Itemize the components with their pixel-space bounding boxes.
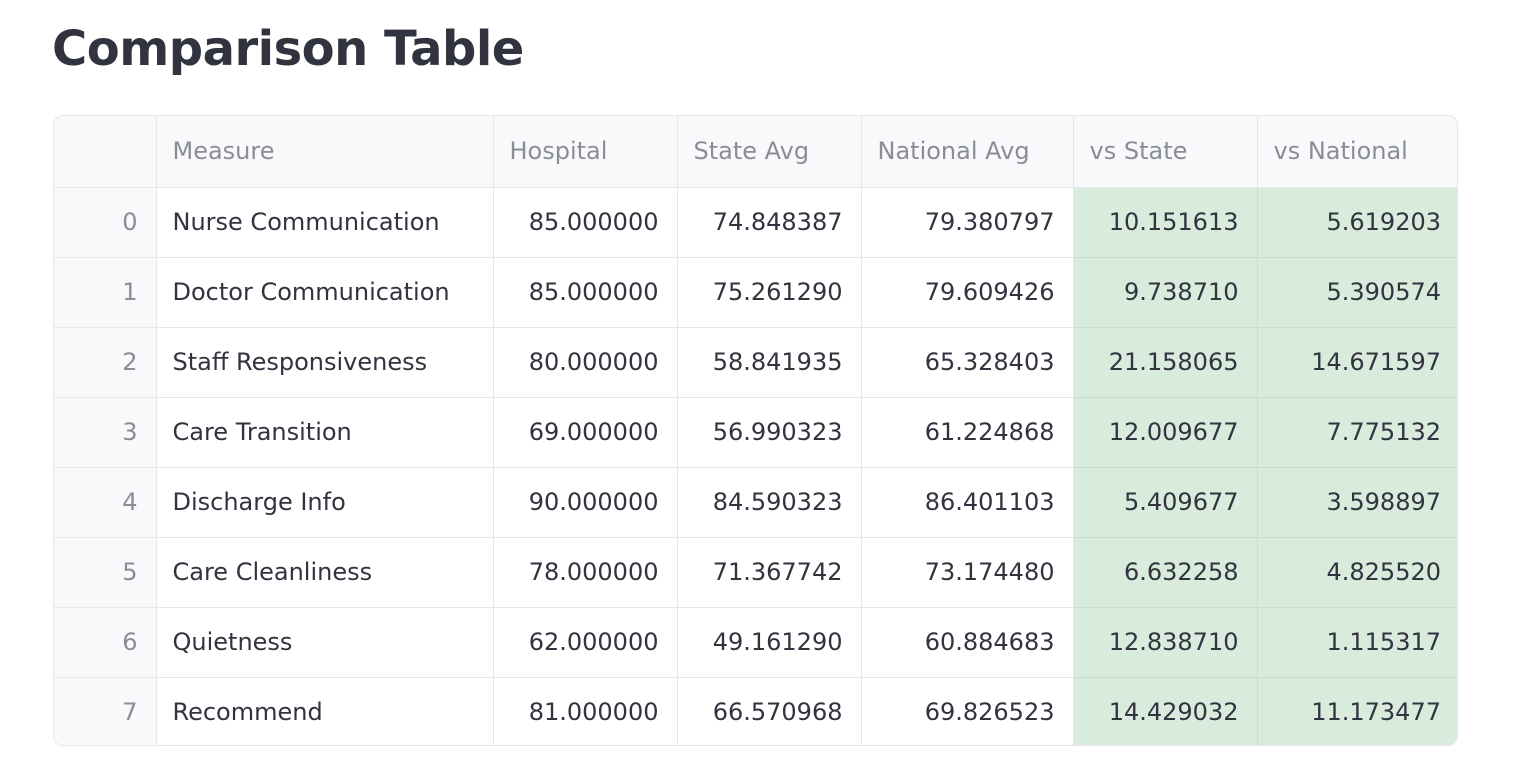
vs-state-cell[interactable]: 21.158065	[1072, 327, 1258, 398]
national-avg-cell[interactable]: 61.224868	[861, 397, 1074, 468]
state-avg-cell[interactable]: 84.590323	[677, 467, 862, 538]
state-avg-cell[interactable]: 75.261290	[677, 257, 862, 328]
vs-state-cell[interactable]: 6.632258	[1072, 537, 1258, 608]
row-index: 3	[54, 397, 157, 468]
measure-cell[interactable]: Discharge Info	[156, 467, 494, 538]
state-avg-cell[interactable]: 71.367742	[677, 537, 862, 608]
national-avg-cell[interactable]: 79.380797	[861, 187, 1074, 258]
vs-national-cell[interactable]: 4.825520	[1257, 537, 1457, 608]
hospital-cell[interactable]: 81.000000	[493, 677, 678, 745]
table-row: 2 Staff Responsiveness 80.000000 58.8419…	[54, 327, 1457, 398]
vs-state-column-header[interactable]: vs State	[1073, 116, 1258, 188]
index-column-header[interactable]	[54, 116, 157, 188]
vs-state-cell[interactable]: 10.151613	[1072, 187, 1258, 258]
page-title: Comparison Table	[52, 21, 524, 77]
row-index: 6	[54, 607, 157, 678]
hospital-cell[interactable]: 69.000000	[493, 397, 678, 468]
vs-national-cell[interactable]: 14.671597	[1257, 327, 1457, 398]
vs-state-cell[interactable]: 5.409677	[1072, 467, 1258, 538]
hospital-cell[interactable]: 90.000000	[493, 467, 678, 538]
national-avg-cell[interactable]: 86.401103	[861, 467, 1074, 538]
table-row: 7 Recommend 81.000000 66.570968 69.82652…	[54, 677, 1457, 745]
national-avg-cell[interactable]: 73.174480	[861, 537, 1074, 608]
national-avg-column-header[interactable]: National Avg	[861, 116, 1074, 188]
hospital-cell[interactable]: 62.000000	[493, 607, 678, 678]
comparison-table: Measure Hospital State Avg National Avg …	[53, 115, 1458, 746]
national-avg-cell[interactable]: 79.609426	[861, 257, 1074, 328]
table-row: 1 Doctor Communication 85.000000 75.2612…	[54, 257, 1457, 328]
measure-cell[interactable]: Doctor Communication	[156, 257, 494, 328]
row-index: 1	[54, 257, 157, 328]
row-index: 4	[54, 467, 157, 538]
national-avg-cell[interactable]: 60.884683	[861, 607, 1074, 678]
vs-national-column-header[interactable]: vs National	[1257, 116, 1457, 188]
vs-national-cell[interactable]: 3.598897	[1257, 467, 1457, 538]
vs-state-cell[interactable]: 12.009677	[1072, 397, 1258, 468]
measure-cell[interactable]: Nurse Communication	[156, 187, 494, 258]
row-index: 5	[54, 537, 157, 608]
state-avg-cell[interactable]: 49.161290	[677, 607, 862, 678]
vs-national-cell[interactable]: 1.115317	[1257, 607, 1457, 678]
vs-national-cell[interactable]: 11.173477	[1257, 677, 1457, 745]
table-row: 6 Quietness 62.000000 49.161290 60.88468…	[54, 607, 1457, 678]
row-index: 2	[54, 327, 157, 398]
table-row: 0 Nurse Communication 85.000000 74.84838…	[54, 187, 1457, 258]
row-index: 0	[54, 187, 157, 258]
state-avg-cell[interactable]: 74.848387	[677, 187, 862, 258]
vs-national-cell[interactable]: 5.390574	[1257, 257, 1457, 328]
hospital-cell[interactable]: 85.000000	[493, 257, 678, 328]
table-row: 4 Discharge Info 90.000000 84.590323 86.…	[54, 467, 1457, 538]
vs-state-cell[interactable]: 9.738710	[1072, 257, 1258, 328]
measure-column-header[interactable]: Measure	[156, 116, 494, 188]
hospital-cell[interactable]: 80.000000	[493, 327, 678, 398]
hospital-cell[interactable]: 85.000000	[493, 187, 678, 258]
state-avg-cell[interactable]: 56.990323	[677, 397, 862, 468]
vs-state-cell[interactable]: 14.429032	[1072, 677, 1258, 745]
vs-state-cell[interactable]: 12.838710	[1072, 607, 1258, 678]
national-avg-cell[interactable]: 65.328403	[861, 327, 1074, 398]
state-avg-cell[interactable]: 66.570968	[677, 677, 862, 745]
table-header-row: Measure Hospital State Avg National Avg …	[54, 116, 1457, 188]
measure-cell[interactable]: Quietness	[156, 607, 494, 678]
row-index: 7	[54, 677, 157, 745]
measure-cell[interactable]: Care Transition	[156, 397, 494, 468]
table-row: 5 Care Cleanliness 78.000000 71.367742 7…	[54, 537, 1457, 608]
state-avg-column-header[interactable]: State Avg	[677, 116, 862, 188]
measure-cell[interactable]: Staff Responsiveness	[156, 327, 494, 398]
hospital-cell[interactable]: 78.000000	[493, 537, 678, 608]
measure-cell[interactable]: Recommend	[156, 677, 494, 745]
vs-national-cell[interactable]: 7.775132	[1257, 397, 1457, 468]
state-avg-cell[interactable]: 58.841935	[677, 327, 862, 398]
national-avg-cell[interactable]: 69.826523	[861, 677, 1074, 745]
hospital-column-header[interactable]: Hospital	[493, 116, 678, 188]
table-row: 3 Care Transition 69.000000 56.990323 61…	[54, 397, 1457, 468]
measure-cell[interactable]: Care Cleanliness	[156, 537, 494, 608]
vs-national-cell[interactable]: 5.619203	[1257, 187, 1457, 258]
